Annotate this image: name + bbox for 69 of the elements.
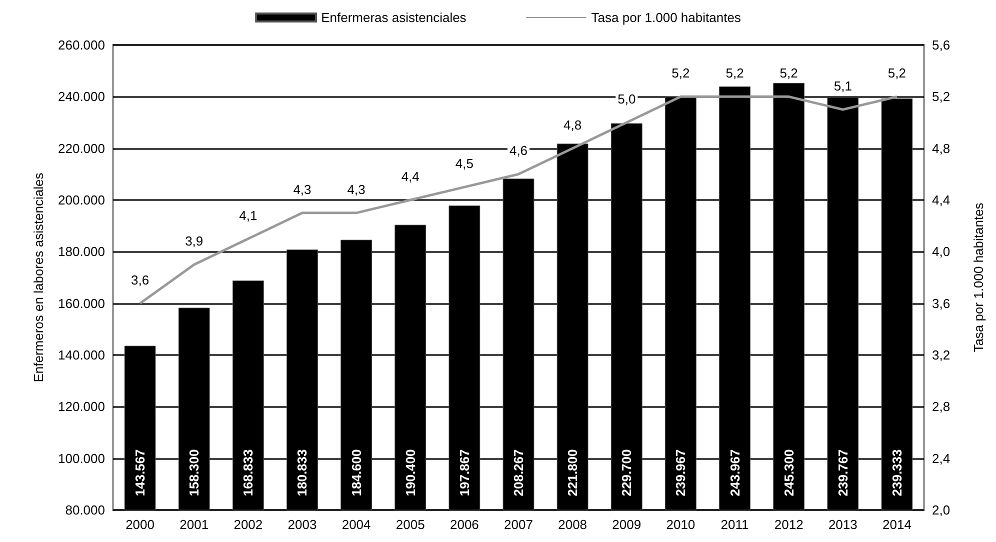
data-label: 180.833: [294, 449, 310, 496]
legend-label: Tasa por 1.000 habitantes: [591, 10, 742, 25]
y-tick-label: 180.000: [58, 244, 105, 260]
y2-tick-label: 3,2: [932, 348, 950, 362]
x-tick-label: 2002: [234, 517, 263, 532]
y2-tick-label: 4,0: [932, 244, 950, 260]
data-label: 5,2: [672, 66, 690, 81]
x-tick-label: 2001: [180, 517, 209, 532]
y-tick-label: 100.000: [58, 450, 105, 466]
data-label: 5,0: [618, 92, 636, 106]
data-label: 239.967: [673, 449, 688, 496]
y-tick-label: 160.000: [58, 296, 105, 311]
data-label: 239.767: [835, 449, 850, 496]
data-label: 190.400: [402, 449, 418, 496]
x-tick-label: 2008: [558, 517, 588, 532]
x-tick-label: 2011: [720, 517, 749, 532]
y2-tick-label: 2,0: [932, 502, 950, 518]
y2-tick-label: 4,4: [932, 192, 950, 208]
y-tick-label: 120.000: [58, 399, 105, 414]
data-label: 5,1: [834, 78, 852, 94]
y-tick-label: 200.000: [58, 192, 105, 208]
y2-tick-label: 3,6: [932, 296, 950, 311]
y-tick-label: 260.000: [58, 38, 105, 52]
data-label: 168.833: [240, 449, 256, 496]
x-tick-label: 2003: [288, 517, 317, 532]
x-tick-label: 2009: [612, 517, 642, 532]
data-label: 158.300: [186, 449, 202, 496]
data-label: 243.967: [727, 449, 742, 496]
x-tick-label: 2014: [882, 517, 912, 532]
data-label: 4,1: [239, 208, 258, 223]
x-tick-label: 2004: [342, 517, 371, 532]
x-tick-label: 2012: [774, 517, 804, 532]
data-label: 5,2: [726, 66, 744, 81]
data-label: 208.267: [511, 449, 526, 496]
data-label: 221.800: [565, 449, 580, 496]
data-label: 229.700: [619, 449, 634, 496]
data-label: 4,3: [347, 182, 366, 197]
y2-tick-label: 4,8: [932, 140, 950, 156]
data-label: 4,3: [293, 182, 312, 197]
y2-axis-title: Tasa por 1.000 habitantes: [971, 202, 986, 352]
y2-tick-label: 2,4: [932, 450, 950, 466]
data-label: 4,4: [401, 169, 420, 184]
data-label: 239.333: [889, 449, 904, 496]
data-label: 245.300: [781, 449, 796, 496]
data-label: 3,6: [130, 272, 150, 288]
x-tick-label: 2006: [450, 517, 479, 532]
y-axis-title: Enfermeros en labores asistenciales: [31, 172, 46, 382]
data-label: 5,2: [780, 66, 798, 81]
legend-label: Enfermeras asistenciales: [321, 10, 467, 25]
y2-tick-label: 2,8: [932, 399, 950, 414]
x-tick-label: 2007: [504, 517, 533, 532]
y-tick-label: 80.000: [65, 502, 105, 518]
y-tick-label: 220.000: [58, 140, 105, 156]
data-label: 184.600: [348, 449, 364, 496]
data-label: 4,5: [455, 156, 474, 172]
data-label: 5,2: [888, 66, 906, 81]
data-label: 143.567: [132, 449, 148, 496]
data-label: 4,8: [564, 117, 582, 132]
x-tick-label: 2005: [396, 517, 425, 532]
x-tick-label: 2010: [666, 517, 696, 532]
x-tick-label: 2013: [828, 517, 858, 532]
data-label: 197.867: [456, 449, 472, 496]
y2-tick-label: 5,6: [932, 38, 950, 52]
y-tick-label: 240.000: [58, 89, 105, 104]
x-tick-label: 2000: [126, 517, 154, 532]
y-tick-label: 140.000: [58, 348, 105, 362]
y2-tick-label: 5,2: [932, 89, 950, 104]
data-label: 3,9: [185, 234, 204, 249]
data-label: 4,6: [509, 143, 528, 158]
